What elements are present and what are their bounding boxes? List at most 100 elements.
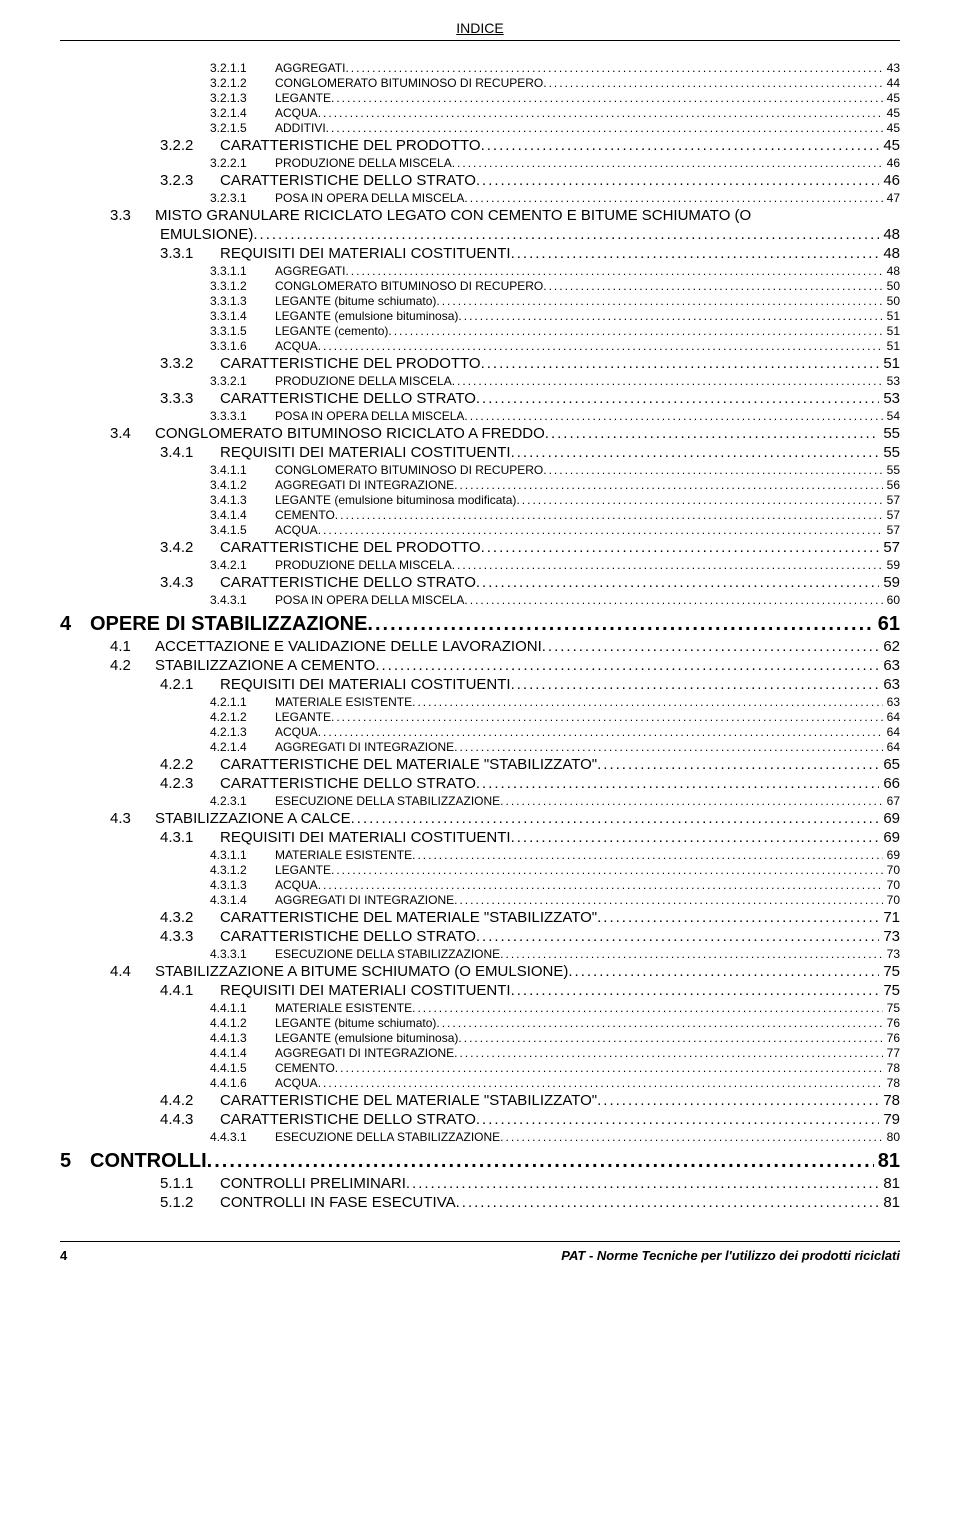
footer-page-number: 4	[60, 1248, 67, 1263]
toc-entry: 5.1.1CONTROLLI PRELIMINARI..............…	[160, 1175, 900, 1192]
toc-entry: 4.2.2CARATTERISTICHE DEL MATERIALE "STAB…	[160, 756, 900, 773]
toc-title: MATERIALE ESISTENTE	[275, 1001, 412, 1015]
toc-leader: ........................................…	[318, 1076, 883, 1090]
toc-entry: 3.4.1.2AGGREGATI DI INTEGRAZIONE........…	[210, 478, 900, 492]
toc-number: 3.2.2.1	[210, 156, 275, 170]
toc-number: 4.3.1.2	[210, 863, 275, 877]
toc-number: 3.2.1.4	[210, 106, 275, 120]
toc-page: 47	[883, 191, 900, 205]
toc-label: 4.2.1REQUISITI DEI MATERIALI COSTITUENTI	[160, 676, 511, 693]
toc-leader: ........................................…	[375, 657, 879, 674]
toc-entry: 3.4.2.1PRODUZIONE DELLA MISCELA.........…	[210, 558, 900, 572]
toc-label: 4.3.1REQUISITI DEI MATERIALI COSTITUENTI	[160, 829, 511, 846]
toc-page: 81	[879, 1194, 900, 1211]
toc-entry: 3.4.3.1POSA IN OPERA DELLA MISCELA......…	[210, 593, 900, 607]
toc-label: 4.4.1.5CEMENTO	[210, 1061, 335, 1075]
toc-title: CARATTERISTICHE DELLO STRATO	[220, 775, 476, 792]
toc-number: 4.4.3	[160, 1111, 220, 1128]
toc-label: 4.2STABILIZZAZIONE A CEMENTO	[110, 657, 375, 674]
toc-title: CARATTERISTICHE DEL PRODOTTO	[220, 137, 481, 154]
toc-label: 3.3.2CARATTERISTICHE DEL PRODOTTO	[160, 355, 481, 372]
toc-leader: ........................................…	[207, 1150, 874, 1173]
toc-page: 46	[879, 172, 900, 189]
toc-number: 4.2.1	[160, 676, 220, 693]
toc-number: 3.4.1	[160, 444, 220, 461]
toc-entry: 5CONTROLLI..............................…	[60, 1150, 900, 1173]
toc-page: 50	[883, 279, 900, 293]
toc-page: 80	[883, 1130, 900, 1144]
toc-title: ACQUA	[275, 106, 318, 120]
toc-leader: ........................................…	[500, 947, 882, 961]
toc-page: 75	[883, 1001, 900, 1015]
toc-page: 57	[879, 539, 900, 556]
toc-page: 54	[883, 409, 900, 423]
toc-title: CONTROLLI PRELIMINARI	[220, 1175, 406, 1192]
header-rule	[60, 40, 900, 41]
toc-page: 76	[883, 1031, 900, 1045]
toc-leader: ........................................…	[500, 1130, 882, 1144]
toc-page: 45	[883, 91, 900, 105]
toc-leader: ........................................…	[476, 775, 879, 792]
toc-leader: ........................................…	[511, 444, 880, 461]
toc-title: LEGANTE (emulsione bituminosa)	[275, 309, 458, 323]
toc-leader: ........................................…	[543, 463, 882, 477]
toc-leader: ........................................…	[458, 309, 882, 323]
toc-label: 4.2.2CARATTERISTICHE DEL MATERIALE "STAB…	[160, 756, 597, 773]
toc-number: 4.4.1	[160, 982, 220, 999]
toc-entry: 4.2.1.3ACQUA............................…	[210, 725, 900, 739]
toc-page: 53	[883, 374, 900, 388]
toc-entry: 3.2.3CARATTERISTICHE DELLO STRATO.......…	[160, 172, 900, 189]
toc-title: LEGANTE (emulsione bituminosa)	[275, 1031, 458, 1045]
toc-number: 4.3.1.1	[210, 848, 275, 862]
toc-entry: 4.3.3CARATTERISTICHE DELLO STRATO.......…	[160, 928, 900, 945]
toc-label: 3.4.2CARATTERISTICHE DEL PRODOTTO	[160, 539, 481, 556]
toc-leader: ........................................…	[458, 1031, 882, 1045]
toc-leader: ........................................…	[511, 829, 880, 846]
toc-leader: ........................................…	[331, 710, 883, 724]
toc-number: 3.4.3	[160, 574, 220, 591]
toc-page: 50	[883, 294, 900, 308]
toc-entry: 3.3.2.1PRODUZIONE DELLA MISCELA.........…	[210, 374, 900, 388]
toc-entry: 3.3.2CARATTERISTICHE DEL PRODOTTO.......…	[160, 355, 900, 372]
toc-number: 3.4.1.1	[210, 463, 275, 477]
toc-entry: 4.3.1.2LEGANTE..........................…	[210, 863, 900, 877]
toc-page: 75	[879, 982, 900, 999]
toc-leader: ........................................…	[452, 374, 883, 388]
toc-leader: ........................................…	[345, 61, 882, 75]
toc-number: 4.4.3.1	[210, 1130, 275, 1144]
toc-entry: 4.3.1.3ACQUA............................…	[210, 878, 900, 892]
toc-label: 3.4.1.4CEMENTO	[210, 508, 335, 522]
toc-number: 3.4.1.2	[210, 478, 275, 492]
header-label: INDICE	[60, 20, 900, 36]
toc-leader: ........................................…	[412, 848, 883, 862]
toc-number: 4	[60, 613, 90, 636]
toc-title: ACQUA	[275, 523, 318, 537]
toc-number: 4.4.1.3	[210, 1031, 275, 1045]
toc-leader: ........................................…	[545, 425, 880, 442]
toc-number: 3.3.3	[160, 390, 220, 407]
toc-label: 4.4.1.3LEGANTE (emulsione bituminosa)	[210, 1031, 458, 1045]
toc-page: 51	[883, 339, 900, 353]
toc-number: 4.1	[110, 638, 155, 655]
toc-leader: ........................................…	[331, 863, 883, 877]
toc-page: 59	[883, 558, 900, 572]
toc-entry: 4.2.1REQUISITI DEI MATERIALI COSTITUENTI…	[160, 676, 900, 693]
toc-leader: ........................................…	[476, 172, 879, 189]
toc-number: 4.4.1.5	[210, 1061, 275, 1075]
toc-title: CONTROLLI	[90, 1150, 207, 1172]
toc-number: 3.4.3.1	[210, 593, 275, 607]
toc-page: 46	[883, 156, 900, 170]
toc-leader: ........................................…	[464, 593, 882, 607]
footer-doc-title: PAT - Norme Tecniche per l'utilizzo dei …	[561, 1248, 900, 1263]
toc-leader: ........................................…	[481, 539, 880, 556]
toc-page: 51	[883, 324, 900, 338]
toc-entry: 3.3.1.2CONGLOMERATO BITUMINOSO DI RECUPE…	[210, 279, 900, 293]
toc-leader: ........................................…	[318, 523, 883, 537]
toc-label: 3.2.3CARATTERISTICHE DELLO STRATO	[160, 172, 476, 189]
toc-label: 4.3.1.4AGGREGATI DI INTEGRAZIONE	[210, 893, 454, 907]
toc-leader: ........................................…	[335, 1061, 883, 1075]
toc-title: LEGANTE	[275, 710, 331, 724]
toc-entry: 4.1ACCETTAZIONE E VALIDAZIONE DELLE LAVO…	[110, 638, 900, 655]
toc-leader: ........................................…	[481, 355, 880, 372]
toc-leader: ........................................…	[345, 264, 882, 278]
